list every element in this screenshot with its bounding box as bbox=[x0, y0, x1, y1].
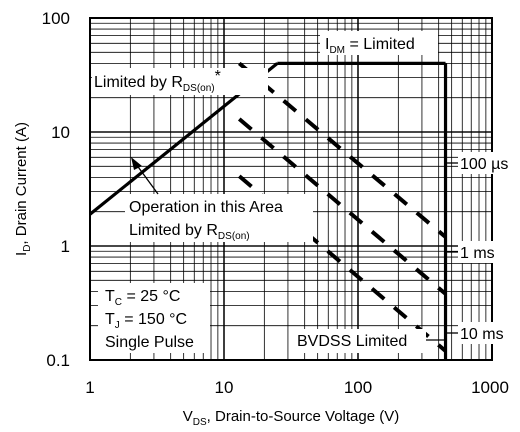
label-1ms-bg bbox=[458, 241, 510, 263]
conditions-box-bg bbox=[98, 283, 210, 353]
idm-label-bg bbox=[320, 31, 438, 55]
label-10ms: 10 ms bbox=[460, 326, 504, 343]
rds-top-label: Limited by RDS(on)* bbox=[94, 68, 221, 94]
operation-line2: Limited by RDS(on) bbox=[129, 222, 250, 242]
series-line-3 bbox=[237, 61, 447, 239]
operation-arrow-head bbox=[131, 157, 142, 170]
y-tick-1: 1 bbox=[61, 237, 70, 256]
x-tick-100: 100 bbox=[344, 378, 372, 397]
x-axis-title: VDS, Drain-to-Source Voltage (V) bbox=[183, 408, 400, 428]
condition-tj: TJ = 150 °C bbox=[105, 311, 187, 331]
condition-tc: TC = 25 °C bbox=[105, 288, 180, 308]
idm-limited-label: IDM = Limited bbox=[325, 36, 415, 56]
operation-label-bg bbox=[125, 194, 313, 242]
operation-arrow-shaft bbox=[135, 163, 159, 195]
label-1ms: 1 ms bbox=[460, 245, 495, 262]
y-axis-title: ID, Drain Current (A) bbox=[13, 122, 33, 256]
label-100us: 100 µs bbox=[460, 156, 508, 173]
bvdss-label-bg bbox=[293, 329, 426, 353]
x-tick-1000: 1000 bbox=[471, 378, 509, 397]
rds-top-label-bg bbox=[92, 68, 268, 95]
bvdss-label: BVDSS Limited bbox=[297, 333, 407, 350]
y-tick-100: 100 bbox=[42, 9, 70, 28]
x-tick-1: 1 bbox=[85, 378, 94, 397]
operation-line1: Operation in this Area bbox=[129, 199, 283, 216]
label-10ms-bg bbox=[458, 322, 514, 344]
y-tick-10: 10 bbox=[51, 123, 70, 142]
y-tick-0.1: 0.1 bbox=[46, 351, 70, 370]
plot-frame bbox=[89, 17, 493, 361]
x-tick-10: 10 bbox=[215, 378, 234, 397]
condition-pulse: Single Pulse bbox=[105, 334, 194, 351]
label-100us-bg bbox=[458, 152, 518, 174]
